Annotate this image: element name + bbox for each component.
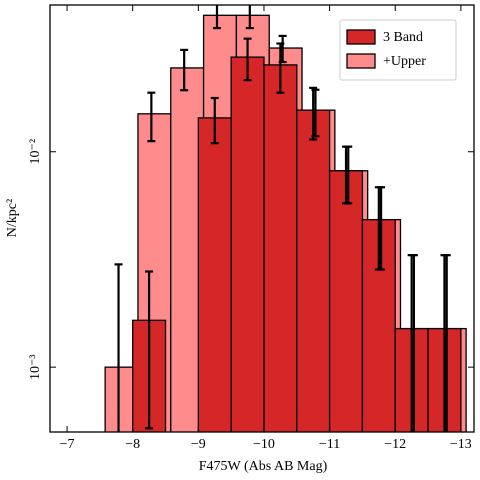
y-tick-label: 10⁻² (28, 139, 43, 165)
error-bar (276, 42, 285, 94)
error-bar (243, 37, 252, 82)
x-axis-label: F475W (Abs AB Mag) (199, 459, 328, 474)
legend-swatch (346, 29, 376, 45)
plot-area (104, 5, 467, 432)
x-tick-label: −13 (450, 437, 472, 452)
error-bar (407, 254, 416, 432)
error-bar (145, 270, 154, 430)
x-tick-label: −9 (191, 437, 206, 452)
x-tick-label: −8 (125, 437, 140, 452)
error-bar (212, 5, 221, 30)
error-bar (180, 48, 189, 92)
error-bar (309, 86, 318, 141)
error-bar (440, 254, 449, 432)
y-tick-label: 10⁻³ (28, 354, 43, 380)
error-bar (114, 263, 123, 432)
histogram-bar (197, 117, 232, 432)
x-tick-label: −7 (60, 437, 75, 452)
x-tick-label: −11 (319, 437, 340, 452)
histogram-bar (230, 56, 265, 432)
plot-frame (49, 4, 475, 433)
histogram-bar (296, 109, 331, 432)
error-bar (342, 145, 351, 205)
y-axis-label: N/kpc² (5, 199, 20, 237)
legend-box (339, 19, 457, 81)
histogram-bar (328, 170, 364, 432)
error-bar (374, 186, 383, 271)
legend-label: 3 Band (383, 30, 423, 45)
histogram-bar (263, 64, 298, 432)
legend-label: +Upper (383, 54, 426, 69)
x-tick-label: −10 (253, 437, 275, 452)
error-bar (147, 91, 156, 143)
x-tick-label: −12 (384, 437, 406, 452)
error-bar (245, 5, 254, 30)
legend-swatch (346, 53, 376, 69)
error-bar (210, 96, 219, 145)
